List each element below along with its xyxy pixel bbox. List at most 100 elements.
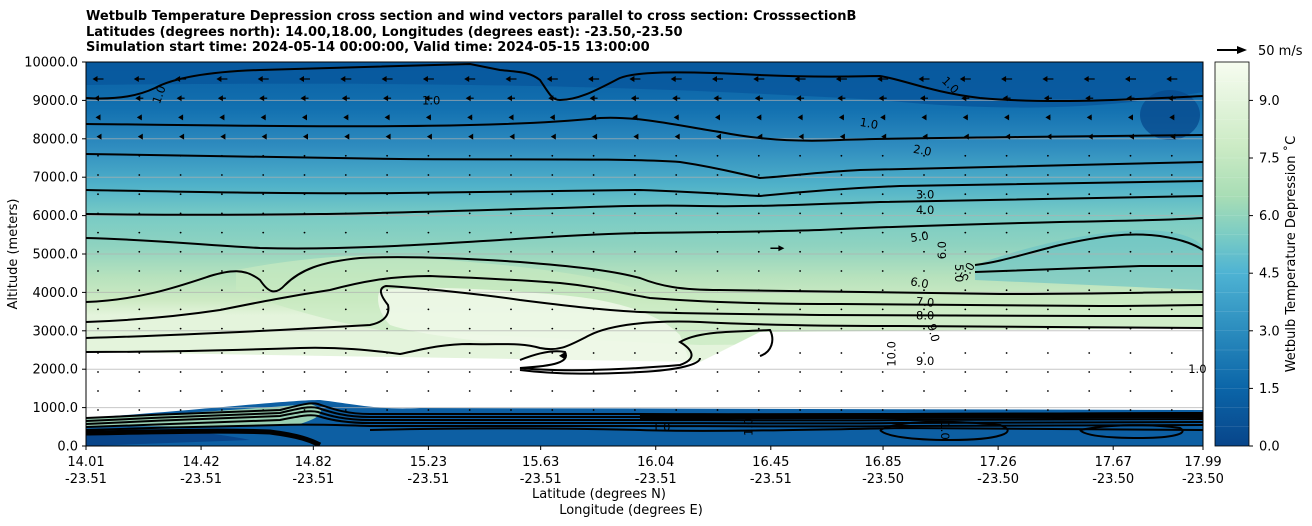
wind-vector-calm [386, 352, 388, 354]
wind-vector-head [92, 76, 98, 82]
x-tick-label-lat: 16.45 [752, 455, 789, 470]
wind-vector-calm [923, 154, 925, 157]
wind-vector-calm [386, 327, 388, 330]
wind-vector-calm [510, 352, 512, 354]
wind-vector-calm [427, 231, 430, 234]
contour-6.0 [86, 256, 1203, 303]
wind-vector-calm [179, 212, 182, 215]
x-tick-label-lat: 14.42 [182, 455, 219, 470]
wind-vector-calm [344, 327, 347, 330]
wind-vector-calm [551, 390, 554, 392]
wind-vector-calm [344, 193, 347, 196]
wind-vector-calm [138, 270, 141, 272]
upper-dark-patch [1140, 90, 1200, 140]
contour-8.0 [86, 284, 1203, 339]
wind-vector-calm [1088, 154, 1091, 157]
wind-vector-calm [716, 371, 719, 373]
wind-vector-calm [757, 154, 760, 157]
wind-key: 50 m/s [1217, 44, 1303, 59]
wind-vector-calm [923, 390, 925, 392]
wind-vector-calm [964, 154, 967, 157]
wind-vector-calm [97, 390, 99, 392]
wind-vector-calm [303, 289, 306, 292]
wind-vector-head [673, 114, 679, 121]
contour-5.0-right-b [974, 265, 1203, 273]
wind-vector-calm [97, 174, 99, 176]
wind-vector-head [385, 133, 391, 140]
wind-vector-calm [303, 174, 306, 176]
wind-vector-head [630, 95, 636, 102]
wind-vector-head [754, 95, 760, 102]
wind-vector-head [670, 76, 676, 82]
wind-vector-calm [97, 352, 99, 354]
wind-vector-calm [303, 352, 306, 354]
wind-vector-calm [923, 409, 925, 411]
wind-vector-calm [923, 371, 925, 373]
contour-label: 3.0 [916, 187, 934, 201]
wind-vector-calm [97, 409, 99, 411]
wind-vector-calm [138, 390, 141, 392]
wind-vector-calm [1005, 231, 1008, 234]
contour-label: 5.0 [952, 264, 966, 282]
wind-vector-head [1129, 133, 1134, 140]
wind-vector-calm [221, 154, 223, 157]
wind-vector-calm [799, 371, 801, 373]
wind-vector-calm [675, 154, 678, 157]
wind-vector-calm [964, 409, 967, 411]
wind-vector-head [757, 133, 763, 140]
wind-vector-calm [634, 289, 636, 292]
wind-vector-calm [510, 289, 512, 292]
wind-vector-calm [1088, 308, 1091, 311]
wind-vector-calm [757, 212, 760, 215]
wind-vector-head [591, 114, 597, 121]
wind-vector-head [961, 95, 967, 102]
wind-vector-calm [386, 154, 388, 157]
wind-vector-calm [1047, 308, 1049, 311]
contour-bl-5 [86, 423, 1203, 431]
wind-vector-calm [1047, 409, 1049, 411]
wind-vector-calm [303, 212, 306, 215]
wind-vector-calm [881, 250, 884, 253]
wind-vector-calm [386, 212, 388, 215]
wind-vector-calm [881, 193, 884, 196]
wind-key-label: 50 m/s [1258, 44, 1303, 59]
wind-vector-head [839, 133, 845, 140]
x-tick-label-lat: 17.26 [980, 455, 1017, 470]
x-tick-label-lon: -23.51 [180, 472, 222, 487]
wind-vector-calm [964, 174, 967, 176]
wind-vector-head [175, 76, 181, 82]
wind-vector-calm [1005, 289, 1008, 292]
wind-vector-calm [179, 390, 182, 392]
wind-vector-calm [221, 308, 223, 311]
wind-vector-calm [303, 154, 306, 157]
title-line-2: Latitudes (degrees north): 14.00,18.00, … [86, 24, 683, 40]
wind-vector-calm [840, 371, 843, 373]
wind-vector-calm [923, 327, 925, 330]
contour-label: 10.0 [884, 341, 898, 367]
wind-vector-calm [675, 409, 678, 411]
wind-vector-calm [592, 212, 595, 215]
wind-vector-head [632, 114, 638, 121]
wind-vector-calm [262, 352, 265, 354]
wind-vector-head [1043, 95, 1049, 102]
wind-vector-calm [386, 174, 388, 176]
wind-vector-calm [716, 250, 719, 253]
wind-vector-calm [1088, 193, 1091, 196]
wind-vector-calm [510, 409, 512, 411]
wind-vector-calm [303, 371, 306, 373]
wind-vector-calm [964, 193, 967, 196]
wind-vector-calm [1047, 390, 1049, 392]
wind-vector-head [877, 76, 883, 82]
wind-vector-calm [1047, 250, 1049, 253]
wind-vector-calm [634, 409, 636, 411]
wind-vector-calm [881, 371, 884, 373]
wind-vector-calm [716, 270, 719, 272]
wind-vector-calm [1170, 409, 1173, 411]
wind-vector-calm [262, 371, 265, 373]
wind-vector-calm [179, 289, 182, 292]
wind-vector-calm [386, 250, 388, 253]
wind-vector-calm [799, 212, 801, 215]
wind-vector-head [220, 133, 226, 140]
wind-vector-calm [964, 308, 967, 311]
wind-vector-calm [551, 289, 554, 292]
